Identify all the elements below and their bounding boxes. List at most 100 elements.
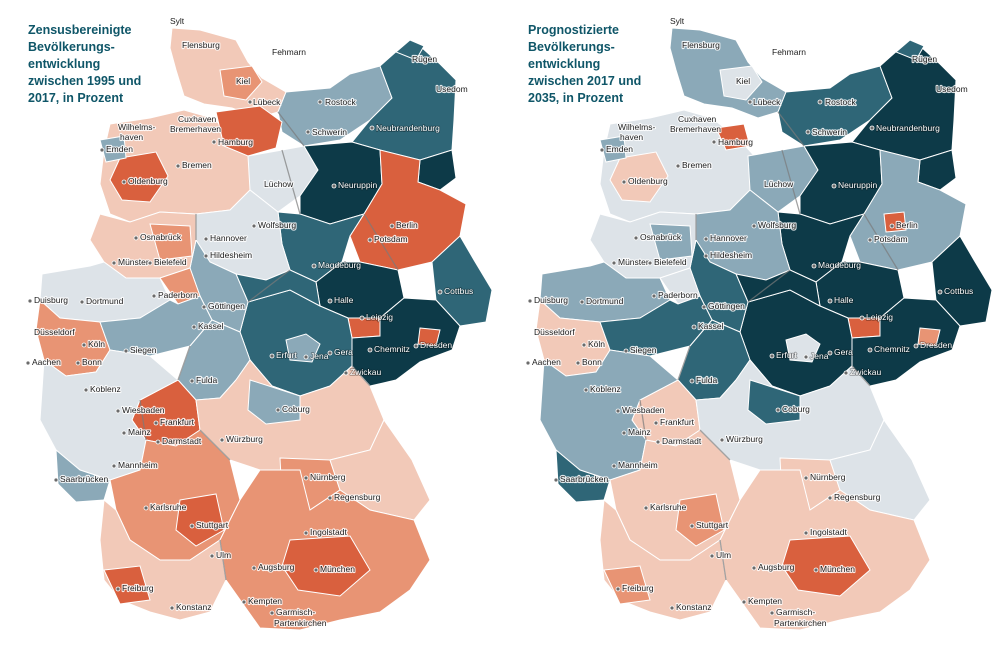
city-label: Zwickau — [350, 367, 381, 377]
city-label: München — [320, 564, 355, 574]
city-label: Leipzig — [866, 312, 893, 322]
city-label: Sylt — [170, 16, 185, 26]
city-dot — [191, 324, 197, 330]
city-dot — [211, 139, 217, 145]
city-label: Duisburg — [34, 295, 68, 305]
city-dot — [647, 260, 653, 266]
city-label: Wolfsburg — [258, 220, 296, 230]
city-label: Potsdam — [874, 234, 908, 244]
city-dot — [153, 420, 159, 426]
city-dot — [189, 378, 195, 384]
city-dot — [169, 605, 175, 611]
city-dot — [241, 79, 247, 85]
city-label: Rostock — [325, 97, 356, 107]
city-label: Lüchow — [764, 179, 794, 189]
city-label: Würzburg — [226, 434, 263, 444]
city-label: Gera — [834, 347, 853, 357]
city-label: Köln — [588, 339, 605, 349]
city-dot — [389, 223, 395, 229]
city-label: Düsseldorf — [34, 327, 75, 337]
city-label: Saarbrücken — [60, 474, 108, 484]
city-label: Ulm — [716, 550, 731, 560]
city-dot — [155, 439, 161, 445]
city-dot — [275, 407, 281, 413]
map-germany-1995-2017: Sylt Flensburg Fehmarn Rügen Kiel Usedom Lübec… — [25, 15, 493, 631]
city-dot — [741, 599, 747, 605]
map-panel-right: Sylt Flensburg Fehmarn Rügen Kiel Usedom Lübec… — [500, 0, 1000, 666]
city-label: Jena — [310, 351, 329, 361]
city-dot — [81, 342, 87, 348]
city-dot — [831, 183, 837, 189]
city-label: Münster — [118, 257, 149, 267]
city-dot — [369, 125, 375, 131]
city-label: Cottbus — [944, 286, 973, 296]
city-dot — [327, 495, 333, 501]
city-label: Regensburg — [334, 492, 381, 502]
city-label: Wiesbaden — [122, 405, 165, 415]
region-kiel-area — [719, 65, 763, 101]
state-borders — [639, 111, 899, 581]
city-label: Osnabrück — [640, 232, 682, 242]
city-dot — [123, 348, 129, 354]
city-label: Nürnberg — [310, 472, 346, 482]
city-dot — [719, 437, 725, 443]
city-label: Bielefeld — [154, 257, 187, 267]
region-sachsen — [351, 297, 461, 387]
city-label: Oldenburg — [628, 176, 668, 186]
region-oldenburg — [609, 151, 669, 203]
city-label: Hannover — [210, 233, 247, 243]
city-dot — [269, 610, 275, 616]
city-dot — [655, 439, 661, 445]
city-dot — [111, 463, 117, 469]
city-label: Rostock — [825, 97, 856, 107]
city-dot — [827, 350, 833, 356]
city-label: Fulda — [196, 375, 218, 385]
region-stuttgart — [675, 493, 725, 547]
city-label: Mainz — [628, 427, 651, 437]
city-dot — [623, 348, 629, 354]
city-label: Darmstadt — [162, 436, 202, 446]
city-label: Hannover — [710, 233, 747, 243]
city-label: Hamburg — [718, 137, 753, 147]
city-label: Kempten — [748, 596, 782, 606]
city-label: Neuruppin — [338, 180, 377, 190]
city-label: Aachen — [532, 357, 561, 367]
region-erfurt-jena — [285, 333, 321, 363]
city-dot — [751, 223, 757, 229]
city-dot — [413, 343, 419, 349]
city-label: Ingolstadt — [810, 527, 847, 537]
city-label: Bremen — [682, 160, 712, 170]
map-title-right: Prognostizierte Bevölkerungs- entwicklun… — [528, 23, 642, 105]
state-borders — [139, 111, 399, 581]
city-dot — [525, 360, 531, 366]
city-label: Hamburg — [218, 137, 253, 147]
region-stuttgart — [175, 493, 225, 547]
city-dot — [937, 289, 943, 295]
city-label: Osnabrück — [140, 232, 182, 242]
city-dot — [219, 437, 225, 443]
city-label: Stuttgart — [196, 520, 229, 530]
city-dot — [709, 553, 715, 559]
city-label: Mainz — [128, 427, 151, 437]
region-emden — [599, 135, 627, 163]
city-label: Cottbus — [444, 286, 473, 296]
city-dot — [437, 289, 443, 295]
city-label: Kiel — [236, 76, 250, 86]
city-label: Ingolstadt — [310, 527, 347, 537]
region-berlin — [883, 211, 907, 233]
city-label: Sylt — [670, 16, 685, 26]
city-dot — [869, 125, 875, 131]
region-oldenburg — [109, 151, 169, 203]
city-dot — [133, 235, 139, 241]
city-label: Mannheim — [118, 460, 158, 470]
city-dot — [803, 530, 809, 536]
city-dot — [575, 360, 581, 366]
city-dot — [691, 324, 697, 330]
city-dot — [327, 298, 333, 304]
city-dot — [621, 179, 627, 185]
city-dot — [251, 565, 257, 571]
city-label: Frankfurt — [160, 417, 195, 427]
city-dots — [525, 79, 943, 616]
region-kiel-area — [219, 65, 263, 101]
city-dot — [843, 370, 849, 376]
